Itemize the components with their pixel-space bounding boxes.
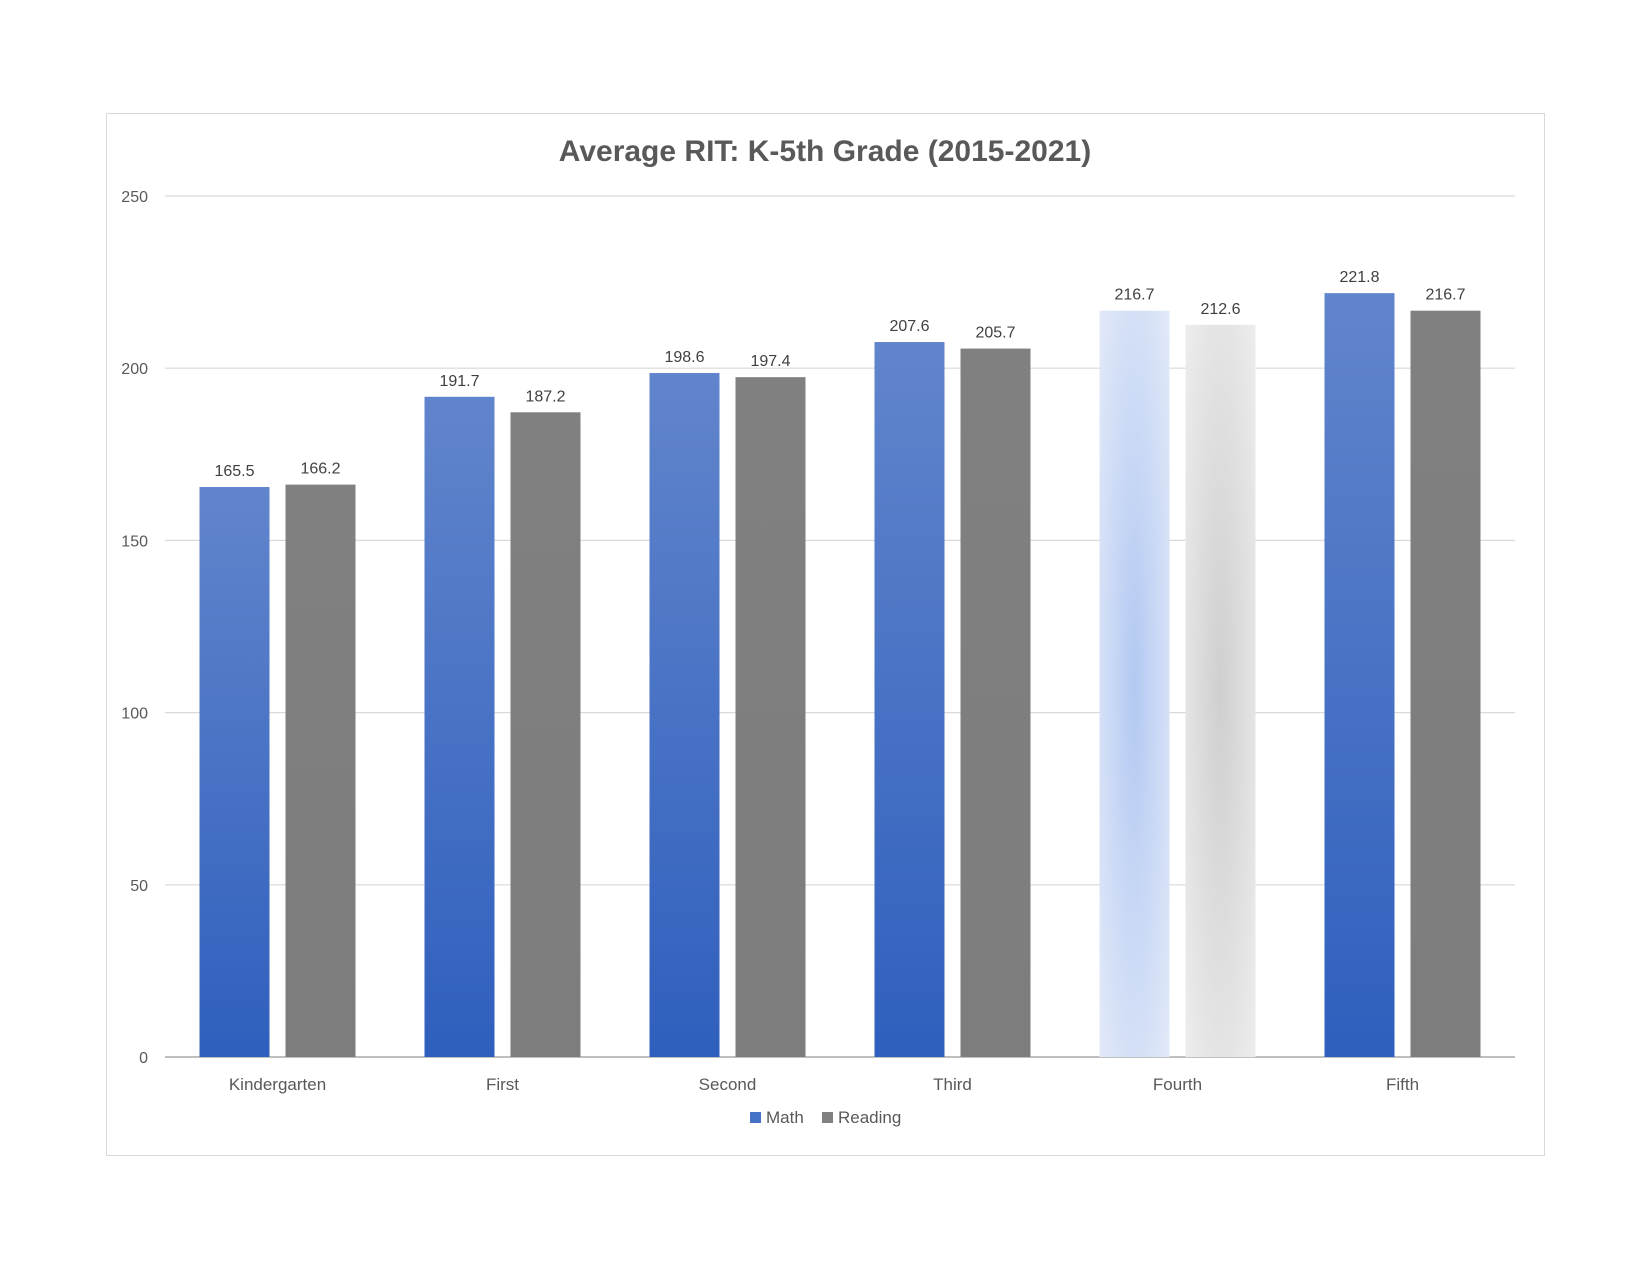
- y-tick-label: 100: [121, 706, 148, 723]
- legend: Math Reading: [750, 1108, 901, 1127]
- data-label-math-fourth: 216.7: [1114, 287, 1154, 304]
- bar-math-first: [424, 396, 495, 1058]
- data-label-math-fifth: 221.8: [1339, 269, 1379, 286]
- x-category-label: Fourth: [1153, 1075, 1202, 1094]
- data-label-reading-third: 205.7: [975, 325, 1015, 342]
- bar-math-fourth: [1099, 310, 1170, 1058]
- x-category-label: First: [486, 1075, 519, 1094]
- bars: [199, 293, 1481, 1058]
- bar-reading-kindergarten: [285, 484, 356, 1058]
- data-label-math-first: 191.7: [439, 373, 479, 390]
- legend-swatch-math: [750, 1112, 761, 1123]
- legend-label-math: Math: [766, 1108, 804, 1127]
- data-labels: 165.5 166.2 191.7 187.2 198.6 197.4 207.6 205.7…: [214, 269, 1465, 480]
- x-category-label: Third: [933, 1075, 972, 1094]
- bar-math-fifth: [1324, 293, 1395, 1057]
- y-axis-ticks: 0 50 100 150 200 250: [121, 189, 148, 1067]
- x-category-label: Kindergarten: [229, 1075, 326, 1094]
- data-label-reading-kindergarten: 166.2: [300, 461, 340, 478]
- data-label-reading-second: 197.4: [750, 353, 790, 370]
- bar-math-third: [874, 342, 945, 1057]
- chart-title: Average RIT: K-5th Grade (2015-2021): [559, 135, 1091, 168]
- data-label-math-second: 198.6: [664, 349, 704, 366]
- bar-reading-third: [960, 348, 1031, 1057]
- y-tick-label: 200: [121, 361, 148, 378]
- legend-label-reading: Reading: [838, 1108, 901, 1127]
- bar-reading-fifth: [1410, 310, 1481, 1058]
- legend-swatch-reading: [822, 1112, 833, 1123]
- x-axis-categories: Kindergarten First Second Third Fourth Fifth: [229, 1075, 1419, 1094]
- y-tick-label: 150: [121, 533, 148, 550]
- bar-math-kindergarten: [199, 487, 270, 1057]
- data-label-math-third: 207.6: [889, 318, 929, 335]
- x-category-label: Second: [699, 1075, 757, 1094]
- y-tick-label: 250: [121, 189, 148, 206]
- x-category-label: Fifth: [1386, 1075, 1419, 1094]
- bar-math-second: [649, 373, 720, 1057]
- data-label-reading-fifth: 216.7: [1425, 287, 1465, 304]
- data-label-reading-fourth: 212.6: [1200, 301, 1240, 318]
- y-tick-label: 0: [139, 1050, 148, 1067]
- bar-reading-first: [510, 412, 581, 1057]
- y-tick-label: 50: [130, 878, 148, 895]
- gridlines: [165, 195, 1515, 1058]
- bar-reading-fourth: [1185, 324, 1256, 1057]
- data-label-reading-first: 187.2: [525, 388, 565, 405]
- data-label-math-kindergarten: 165.5: [214, 463, 254, 480]
- bar-reading-second: [735, 377, 806, 1057]
